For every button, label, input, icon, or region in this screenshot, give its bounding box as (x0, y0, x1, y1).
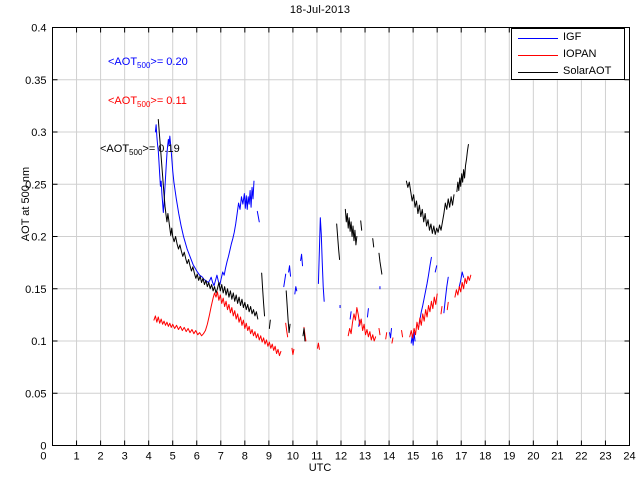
annotation-iopan-suffix: >= 0.11 (150, 95, 187, 107)
annotation-solaraot-subscript: 500 (129, 148, 143, 158)
grid-lines (52, 27, 630, 446)
x-axis-label: UTC (308, 462, 332, 474)
x-tick-label: 11 (311, 451, 322, 463)
x-tick-label: 19 (503, 451, 515, 463)
y-axis-tick-labels: 0 0.05 0.1 0.15 0.2 0.25 0.3 0.35 0.4 (25, 23, 46, 453)
y-tick-label: 0.15 (25, 284, 46, 296)
x-tick-label: 2 (98, 451, 104, 463)
annotation-iopan-subscript: 500 (137, 100, 151, 110)
annotation-igf-prefix: <AOT (108, 56, 138, 68)
y-tick-label: 0.25 (25, 179, 46, 191)
x-tick-label: 6 (194, 451, 200, 463)
legend-item-iopan: IOPAN (512, 47, 626, 64)
legend-swatch-iopan (518, 55, 558, 56)
series-iopan (153, 274, 472, 357)
series-igf (154, 124, 465, 346)
x-tick-label: 20 (527, 451, 539, 463)
annotation-igf-suffix: >= 0.20 (150, 56, 188, 68)
annotation-iopan-prefix: <AOT (108, 95, 138, 107)
data-series-layer (153, 118, 472, 357)
annotation-igf-mean: <AOT500>= 0.20 (108, 56, 188, 70)
annotation-solaraot-mean: <AOT500>= 0.19 (100, 143, 180, 157)
x-tick-label: 24 (623, 451, 635, 463)
y-tick-label: 0.35 (25, 75, 46, 87)
y-tick-label: 0 (40, 441, 46, 453)
x-tick-label: 8 (242, 451, 248, 463)
x-axis-tick-labels: 1 2 3 4 5 6 7 8 9 10 11 12 13 14 15 16 17 18 19 20 21 22 23 240 (40, 451, 635, 463)
axis-ticks (52, 27, 630, 446)
legend-label-igf: IGF (563, 31, 582, 43)
x-tick-label: 10 (287, 451, 299, 463)
legend-swatch-igf (518, 38, 558, 39)
x-tick-label: 23 (599, 451, 611, 463)
x-tick-label: 3 (122, 451, 128, 463)
x-tick-label: 4 (146, 451, 152, 463)
legend: IGF IOPAN SolarAOT (511, 28, 625, 80)
legend-label-solaraot: SolarAOT (563, 65, 612, 77)
x-tick-label: 7 (218, 451, 224, 463)
x-tick-label: 15 (407, 451, 419, 463)
annotation-iopan-mean: <AOT500>= 0.11 (108, 95, 187, 109)
series-solaraot (157, 118, 469, 342)
x-tick-label: 16 (431, 451, 443, 463)
legend-swatch-solaraot (518, 72, 558, 73)
y-tick-label: 0.1 (31, 336, 46, 348)
x-tick-label: 9 (266, 451, 272, 463)
x-tick-label: 21 (551, 451, 563, 463)
x-tick-label: 1 (73, 451, 79, 463)
y-tick-label: 0.05 (25, 388, 46, 400)
x-tick-label: 17 (455, 451, 467, 463)
y-tick-label: 0.3 (31, 127, 46, 139)
x-tick-label: 14 (383, 451, 395, 463)
annotation-solaraot-prefix: <AOT (100, 143, 130, 155)
y-tick-label: 0.4 (31, 23, 46, 35)
legend-label-iopan: IOPAN (563, 48, 597, 60)
y-tick-label: 0.2 (31, 232, 46, 244)
origin-tick-label: 0 (40, 451, 46, 463)
legend-item-solaraot: SolarAOT (512, 64, 626, 81)
x-tick-label: 18 (479, 451, 491, 463)
chart-title: 18-Jul-2013 (289, 4, 351, 16)
annotation-solaraot-suffix: >= 0.19 (142, 143, 180, 155)
x-tick-label: 22 (575, 451, 587, 463)
x-tick-label: 12 (335, 451, 347, 463)
annotation-igf-subscript: 500 (137, 61, 151, 71)
x-tick-label: 5 (170, 451, 176, 463)
legend-item-igf: IGF (512, 30, 626, 47)
x-tick-label: 13 (359, 451, 371, 463)
